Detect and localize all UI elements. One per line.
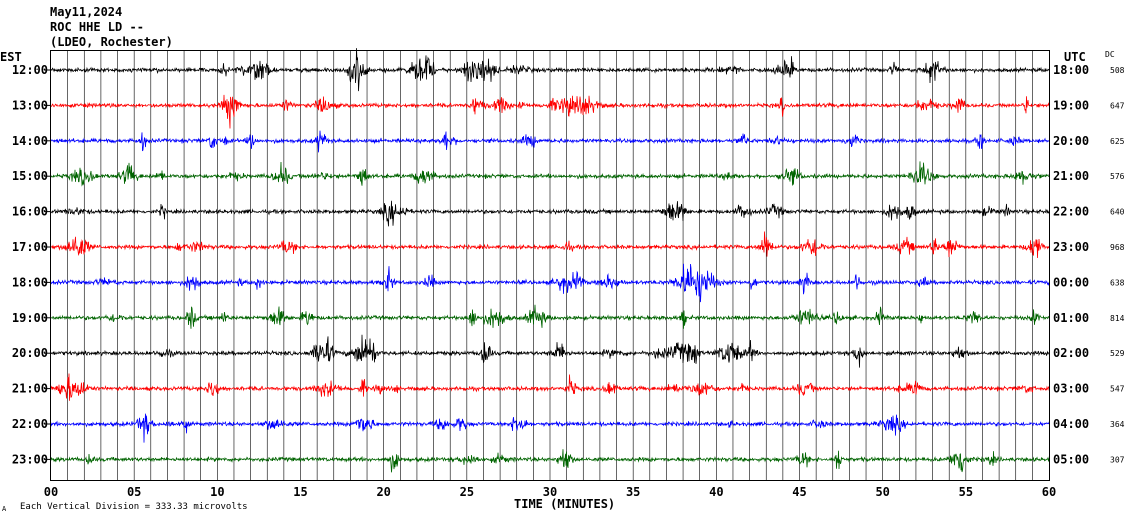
utc-axis-label: UTC [1064,50,1086,64]
est-row-label: 17:00 [12,240,48,254]
header-station: ROC HHE LD -- [50,20,144,34]
seismic-trace-1600 [50,200,1050,227]
seismic-trace-1200 [50,48,1050,92]
x-tick-label: 00 [44,485,58,499]
utc-row-label: 23:00 [1053,240,1089,254]
utc-row-label: 18:00 [1053,63,1089,77]
seismic-trace-1300 [50,94,1050,129]
x-tick-label: 20 [376,485,390,499]
x-tick-label: 55 [959,485,973,499]
utc-row-label: 03:00 [1053,382,1089,396]
header-network: (LDEO, Rochester) [50,35,173,49]
x-tick-label: 15 [293,485,307,499]
x-tick-label: 50 [875,485,889,499]
seismic-trace-1500 [50,161,1050,187]
dc-row-value: 547 [1110,385,1125,394]
utc-row-label: 20:00 [1053,134,1089,148]
header-date: May11,2024 [50,5,122,19]
utc-row-label: 01:00 [1053,311,1089,325]
dc-row-value: 638 [1110,278,1125,287]
x-tick-label: 10 [210,485,224,499]
seismic-trace-2300 [50,449,1050,473]
dc-row-value: 307 [1110,455,1125,464]
est-row-label: 23:00 [12,452,48,466]
est-row-label: 14:00 [12,134,48,148]
est-row-label: 22:00 [12,417,48,431]
x-tick-label: 30 [543,485,557,499]
dc-row-value: 968 [1110,243,1125,252]
est-row-label: 13:00 [12,98,48,112]
seismic-traces [50,48,1050,473]
est-row-label: 18:00 [12,275,48,289]
seismic-trace-2200 [50,413,1050,443]
utc-row-label: 02:00 [1053,346,1089,360]
x-tick-label: 35 [626,485,640,499]
est-row-label: 12:00 [12,63,48,77]
est-row-label: 15:00 [12,169,48,183]
vertical-grid-lines [67,51,1033,480]
vertical-scale-note: Each Vertical Division = 333.33 microvol… [20,502,248,512]
dc-row-value: 576 [1110,172,1125,181]
est-row-label: 21:00 [12,382,48,396]
dc-row-value: 647 [1110,101,1125,110]
dc-row-value: 529 [1110,349,1125,358]
seismic-trace-1700 [50,231,1050,259]
seismic-trace-2000 [50,334,1050,368]
dc-row-value: 364 [1110,420,1125,429]
seismic-trace-1900 [50,304,1050,329]
corner-mark: A [2,505,7,513]
x-tick-label: 05 [127,485,141,499]
dc-row-value: 625 [1110,137,1125,146]
x-tick-label: 60 [1042,485,1056,499]
seismic-trace-1400 [50,130,1050,153]
axis-labels: 00 05 10 15 20 25 30 35 40 45 50 55 60 12:00 18:00 508 1… [12,63,1125,499]
plot-frame [50,50,1050,481]
est-row-label: 19:00 [12,311,48,325]
x-tick-label: 25 [460,485,474,499]
est-row-label: 16:00 [12,205,48,219]
utc-row-label: 05:00 [1053,452,1089,466]
est-axis-label: EST [0,50,22,64]
utc-row-label: 21:00 [1053,169,1089,183]
est-row-label: 20:00 [12,346,48,360]
utc-row-label: 04:00 [1053,417,1089,431]
dc-row-value: 640 [1110,208,1125,217]
utc-row-label: 19:00 [1053,98,1089,112]
dc-row-value: 508 [1110,66,1125,75]
seismic-trace-1800 [50,263,1050,303]
x-tick-label: 40 [709,485,723,499]
dc-row-value: 814 [1110,314,1125,323]
utc-row-label: 00:00 [1053,275,1089,289]
seismic-trace-2100 [50,373,1050,401]
utc-row-label: 22:00 [1053,205,1089,219]
dc-axis-label: DC [1105,50,1115,59]
x-axis-title: TIME (MINUTES) [514,497,615,511]
x-tick-label: 45 [792,485,806,499]
